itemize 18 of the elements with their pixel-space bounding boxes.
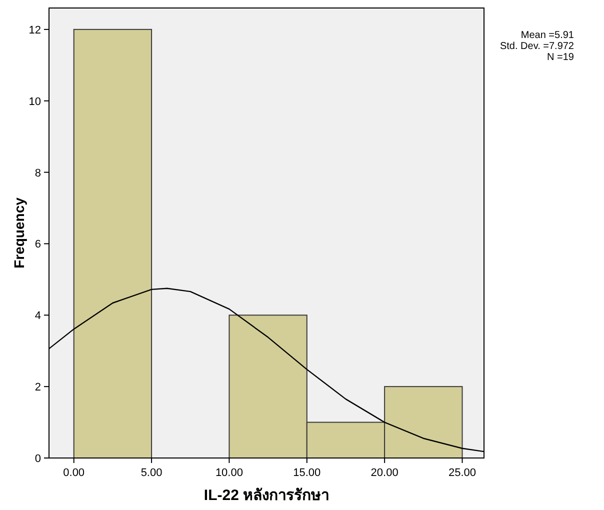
- x-tick-label: 10.00: [215, 467, 243, 479]
- x-tick-label: 25.00: [448, 467, 476, 479]
- x-tick-label: 15.00: [293, 467, 321, 479]
- y-tick-label: 0: [34, 453, 41, 465]
- y-axis-title: Frequency: [11, 197, 27, 268]
- y-tick-label: 4: [34, 310, 41, 322]
- y-tick-label: 2: [34, 382, 41, 394]
- y-tick-label: 8: [34, 167, 41, 180]
- x-tick-label: 20.00: [370, 467, 398, 479]
- y-tick-label: 12: [28, 24, 41, 36]
- annotation: Std. Dev. =7.972: [500, 41, 574, 52]
- x-tick-label: 0.00: [63, 467, 85, 479]
- x-axis-title: IL-22 หลังการรักษา: [204, 487, 330, 504]
- annotation: Mean =5.91: [520, 30, 574, 41]
- annotation: N =19: [547, 52, 574, 63]
- x-tick-label: 5.00: [140, 467, 162, 479]
- y-tick-label: 10: [28, 96, 41, 108]
- y-tick-label: 6: [34, 238, 41, 251]
